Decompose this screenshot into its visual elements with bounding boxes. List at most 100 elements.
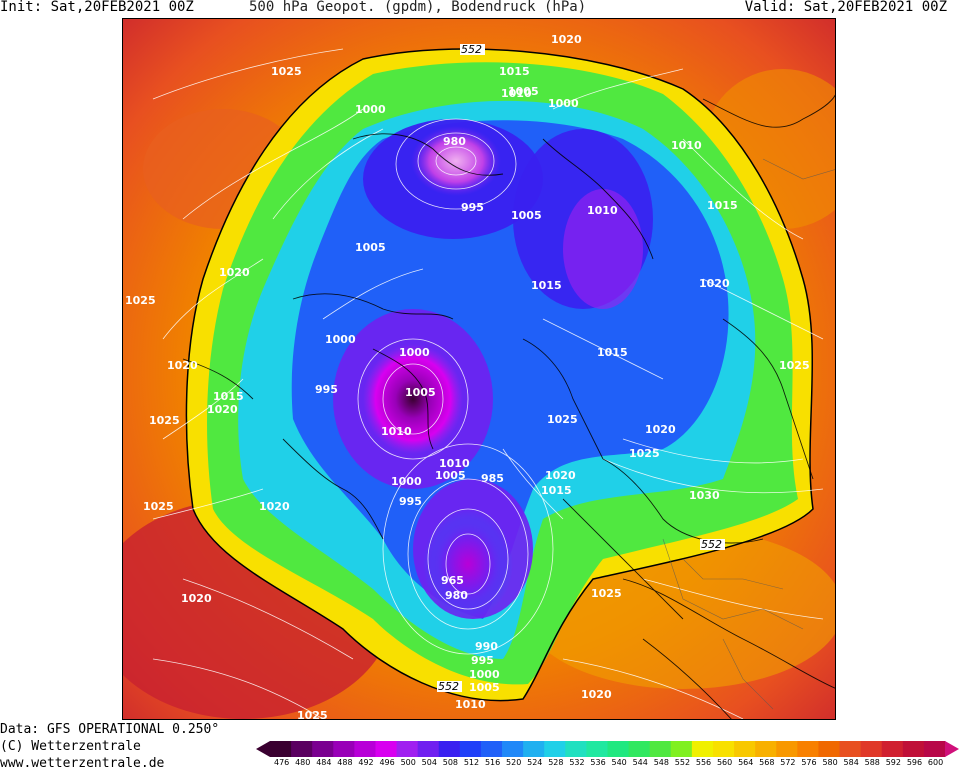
colorbar-cap-right: [945, 741, 959, 757]
geopotential-552-label: 552: [701, 538, 722, 551]
pressure-label: 1015: [531, 279, 562, 292]
colorbar-tick-label: 556: [695, 758, 712, 767]
colorbar-segment: [375, 741, 398, 757]
data-source-label: Data: GFS OPERATIONAL 0.250°: [0, 722, 220, 737]
pressure-label: 1015: [597, 346, 628, 359]
colorbar-segment: [607, 741, 630, 757]
pressure-label: 1025: [629, 447, 660, 460]
pressure-label: 980: [445, 589, 468, 602]
colorbar-segment: [523, 741, 545, 757]
pressure-label: 1025: [271, 65, 302, 78]
colorbar-tick-label: 512: [463, 758, 480, 767]
pressure-label: 1020: [545, 469, 576, 482]
colorbar-segment: [459, 741, 482, 757]
colorbar-segment: [818, 741, 841, 757]
pressure-label: 1020: [699, 277, 730, 290]
pressure-label: 1005: [405, 386, 436, 399]
pressure-label: 1015: [213, 390, 244, 403]
pressure-label: 1005: [511, 209, 542, 222]
pressure-label: 995: [399, 495, 422, 508]
pressure-label: 985: [481, 472, 504, 485]
colorbar-tick-label: 596: [906, 758, 923, 767]
pressure-label: 1005: [435, 469, 466, 482]
init-time-label: Init: Sat,20FEB2021 00Z: [0, 0, 194, 15]
pressure-label: 1020: [551, 33, 582, 46]
colorbar-tick-label: 588: [864, 758, 880, 767]
pressure-label: 1025: [779, 359, 810, 372]
colorbar-tick-label: 500: [400, 758, 416, 767]
colorbar-segment: [354, 741, 376, 757]
colorbar-tick-label: 488: [337, 758, 353, 767]
colorbar-tick-label: 580: [822, 758, 838, 767]
colorbar-segment: [438, 741, 461, 757]
colorbar-tick-label: 572: [780, 758, 796, 767]
pressure-label: 1010: [501, 87, 532, 100]
pressure-label: 1000: [325, 333, 356, 346]
colorbar-segment: [776, 741, 798, 757]
colorbar-tick-label: 536: [590, 758, 606, 767]
pressure-label: 1030: [689, 489, 720, 502]
map-title: 500 hPa Geopot. (gpdm), Bodendruck (hPa): [249, 0, 587, 15]
colorbar-segment: [860, 741, 883, 757]
colorbar-segment: [902, 741, 925, 757]
website-label: www.wetterzentrale.de: [0, 756, 165, 771]
pressure-label: 1020: [167, 359, 198, 372]
colorbar-segment: [586, 741, 608, 757]
colorbar-segment: [797, 741, 819, 757]
colorbar-tick-label: 516: [484, 758, 501, 767]
colorbar-segment: [628, 741, 651, 757]
pressure-label: 1005: [355, 241, 386, 254]
pressure-label: 1025: [547, 413, 578, 426]
geopotential-552-label: 552: [438, 680, 459, 693]
colorbar-segment: [417, 741, 440, 757]
pressure-label: 1000: [355, 103, 386, 116]
colorbar-tick-label: 480: [295, 758, 311, 767]
pressure-label: 1010: [587, 204, 618, 217]
pressure-label: 980: [443, 135, 466, 148]
colorbar-tick-label: 560: [716, 758, 733, 767]
colorbar-tick-label: 592: [885, 758, 901, 767]
colorbar-tick-label: 552: [674, 758, 691, 767]
pressure-label: 1025: [143, 500, 174, 513]
colorbar-segment: [734, 741, 756, 757]
color-scale-bar: [256, 741, 959, 757]
colorbar-tick-label: 540: [611, 758, 627, 767]
pressure-label: 1000: [391, 475, 422, 488]
pressure-label: 1020: [259, 500, 290, 513]
valid-time-label: Valid: Sat,20FEB2021 00Z: [744, 0, 947, 15]
colorbar-segment: [881, 741, 904, 757]
colorbar-tick-label: 520: [506, 758, 522, 767]
colorbar-tick-label: 548: [653, 758, 669, 767]
colorbar-tick-label: 600: [927, 758, 944, 767]
colorbar-segment: [480, 741, 503, 757]
contour-552-label-bg: [437, 681, 462, 692]
pressure-label: 1000: [399, 346, 430, 359]
contour-552-label-bg: [700, 539, 725, 550]
pressure-label: 1025: [591, 587, 622, 600]
pressure-label: 1015: [541, 484, 572, 497]
pressure-label: 1025: [297, 709, 328, 720]
pressure-label: 995: [461, 201, 484, 214]
pressure-label: 1005: [508, 85, 539, 98]
colorbar-segment: [502, 741, 524, 757]
colorbar-segment: [396, 741, 419, 757]
colorbar-segment: [923, 741, 946, 757]
colorbar-segment: [291, 741, 313, 757]
pressure-label: 1010: [455, 698, 486, 711]
colorbar-tick-label: 576: [801, 758, 817, 767]
pressure-label: 1020: [645, 423, 676, 436]
pressure-label: 1020: [181, 592, 212, 605]
colorbar-segment: [839, 741, 862, 757]
colorbar-segment: [712, 741, 735, 757]
pressure-label: 1000: [548, 97, 579, 110]
pressure-label: 1025: [125, 294, 156, 307]
colorbar-tick-label: 528: [548, 758, 564, 767]
pressure-label: 1010: [381, 425, 412, 438]
pressure-label: 1000: [469, 668, 500, 681]
colorbar-tick-label: 584: [843, 758, 859, 767]
pressure-label: 1020: [219, 266, 250, 279]
colorbar-tick-label: 496: [379, 758, 395, 767]
geopotential-552-label: 552: [461, 43, 482, 56]
pressure-label: 1010: [439, 457, 470, 470]
